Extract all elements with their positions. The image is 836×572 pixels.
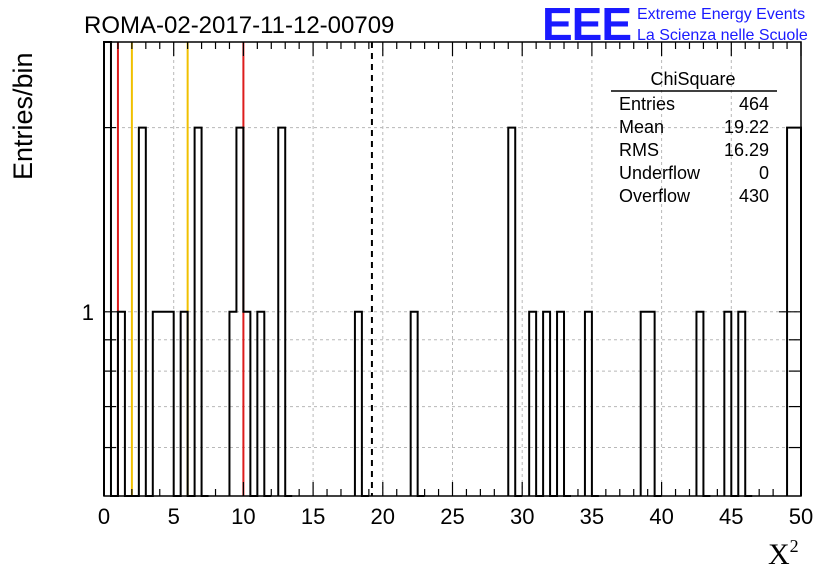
x-tick-label: 25 bbox=[440, 504, 464, 529]
x-tick-label: 40 bbox=[649, 504, 673, 529]
histogram-bin bbox=[236, 128, 243, 496]
stats-label: RMS bbox=[619, 140, 659, 160]
stats-label: Entries bbox=[619, 94, 675, 114]
histogram-bin bbox=[648, 312, 655, 496]
x-tick-label: 20 bbox=[371, 504, 395, 529]
histogram-bin bbox=[167, 312, 174, 496]
x-tick-label: 30 bbox=[510, 504, 534, 529]
x-tick-label: 10 bbox=[231, 504, 255, 529]
stats-value: 430 bbox=[739, 186, 769, 206]
histogram-bin bbox=[195, 128, 202, 496]
eee-logo: EEE Extreme Energy Events La Scienza nel… bbox=[542, 0, 808, 50]
histogram-bin bbox=[738, 312, 745, 496]
stats-value: 464 bbox=[739, 94, 769, 114]
x-tick-label: 50 bbox=[789, 504, 813, 529]
x-tick-label: 15 bbox=[301, 504, 325, 529]
y-tick-label: 1 bbox=[82, 300, 94, 325]
histogram-bin bbox=[229, 312, 236, 496]
x-axis-label-sup: 2 bbox=[790, 536, 799, 556]
stats-value: 16.29 bbox=[724, 140, 769, 160]
plot-frame bbox=[103, 41, 802, 497]
stats-label: Mean bbox=[619, 117, 664, 137]
x-tick-label: 0 bbox=[98, 504, 110, 529]
histogram-bin bbox=[557, 312, 564, 496]
histogram-bin bbox=[411, 312, 418, 496]
stats-box: ChiSquare Entries 464 Mean 19.22 RMS 16.29 Und… bbox=[611, 69, 777, 206]
stats-rows: Entries 464 Mean 19.22 RMS 16.29 Underflow 0 Ove… bbox=[619, 94, 769, 206]
histogram-bin bbox=[696, 312, 703, 496]
histogram-bin bbox=[181, 312, 188, 496]
histogram-bin bbox=[257, 312, 264, 496]
histogram-bin bbox=[278, 128, 285, 496]
histogram-bin bbox=[139, 128, 146, 496]
tick-labels: 0 5 10 15 20 25 30 35 40 45 50 1 bbox=[82, 300, 813, 529]
stats-label: Underflow bbox=[619, 163, 701, 183]
histogram-bin bbox=[641, 312, 648, 496]
histogram-bin bbox=[585, 312, 592, 496]
histogram-bin bbox=[355, 312, 362, 496]
x-tick-label: 45 bbox=[719, 504, 743, 529]
x-axis-label-main: X bbox=[768, 538, 790, 571]
histogram-bin bbox=[529, 312, 536, 496]
histogram-bin bbox=[153, 312, 160, 496]
histogram-bin bbox=[118, 312, 125, 496]
x-axis-label: X2 bbox=[768, 536, 799, 571]
y-axis-label: Entries/bin bbox=[8, 52, 38, 180]
eee-logo-line2: La Scienza nelle Scuole bbox=[637, 27, 808, 44]
histogram-bin bbox=[543, 312, 550, 496]
stats-title: ChiSquare bbox=[650, 69, 735, 89]
stats-value: 0 bbox=[759, 163, 769, 183]
histogram-bin bbox=[508, 128, 515, 496]
histogram-bin bbox=[724, 312, 731, 496]
histogram-bin bbox=[160, 312, 167, 496]
stats-value: 19.22 bbox=[724, 117, 769, 137]
stats-label: Overflow bbox=[619, 186, 691, 206]
x-tick-label: 35 bbox=[580, 504, 604, 529]
histogram-bin bbox=[243, 312, 250, 496]
histogram-bin bbox=[104, 42, 111, 496]
x-tick-label: 5 bbox=[168, 504, 180, 529]
chart-title: ROMA-02-2017-11-12-00709 bbox=[84, 12, 394, 39]
eee-logo-line1: Extreme Energy Events bbox=[637, 6, 805, 23]
